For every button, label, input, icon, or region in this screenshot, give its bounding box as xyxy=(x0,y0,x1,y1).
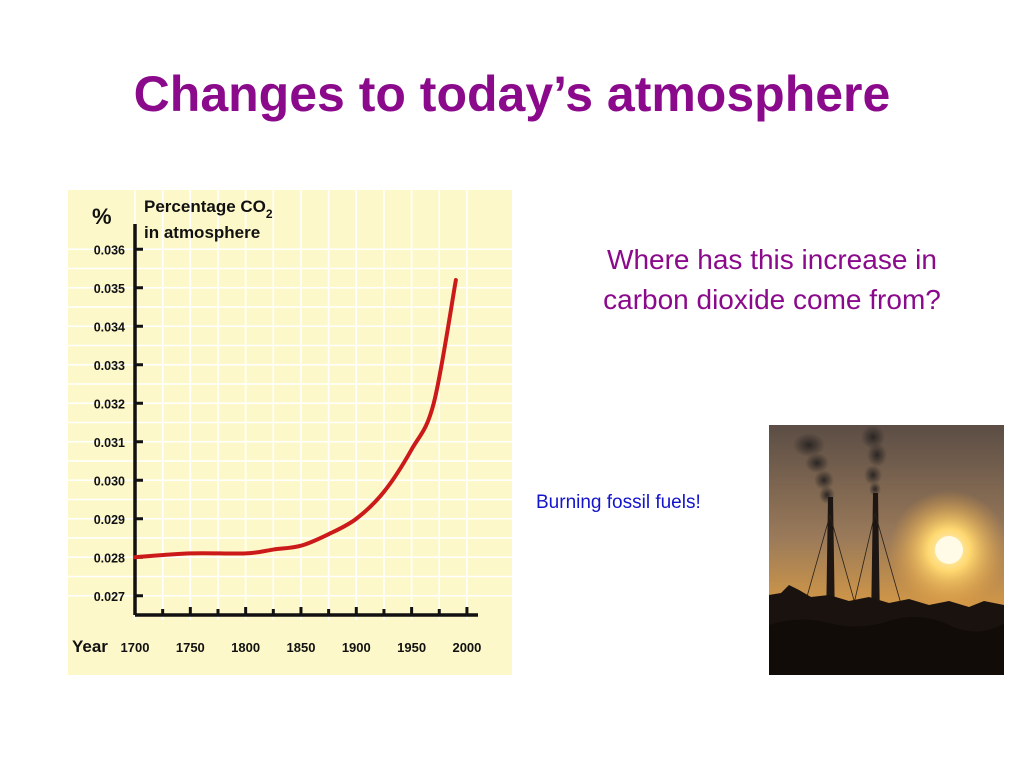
y-tick-label: 0.028 xyxy=(94,551,125,565)
slide-title: Changes to today’s atmosphere xyxy=(133,66,891,122)
y-tick-label: 0.032 xyxy=(94,397,125,411)
chart-title-line2: in atmosphere xyxy=(144,223,260,242)
chart-ticks: 0.027 0.028 0.029 0.030 0.031 0.032 0.033 0.034… xyxy=(94,243,482,655)
x-tick-label: 1700 xyxy=(121,640,150,655)
y-tick-label: 0.030 xyxy=(94,474,125,488)
chart-series xyxy=(133,278,458,560)
x-tick-label: 1900 xyxy=(342,640,371,655)
question-text: Where has this increase in carbon dioxid… xyxy=(603,244,941,315)
x-tick-label: 2000 xyxy=(452,640,481,655)
y-tick-label: 0.035 xyxy=(94,282,125,296)
y-tick-label: 0.031 xyxy=(94,436,125,450)
chart-title-line1: Percentage CO2 xyxy=(144,197,273,221)
y-unit-label: % xyxy=(92,204,112,229)
factory-chimneys-sunset-photo xyxy=(769,425,1004,675)
x-tick-label: 1850 xyxy=(287,640,316,655)
x-tick-label: 1750 xyxy=(176,640,205,655)
x-axis-label: Year xyxy=(72,637,108,656)
x-tick-label: 1800 xyxy=(231,640,260,655)
y-tick-label: 0.029 xyxy=(94,513,125,527)
co2-chart: % Percentage CO2 in atmosphere Year 0.02… xyxy=(68,190,512,675)
chart-grid xyxy=(68,190,512,620)
y-tick-label: 0.036 xyxy=(94,243,125,257)
chimney-smoke-sunset-icon xyxy=(769,425,1004,675)
co2-series-line xyxy=(133,278,458,560)
y-tick-label: 0.033 xyxy=(94,359,125,373)
co2-chart-svg: % Percentage CO2 in atmosphere Year 0.02… xyxy=(68,190,512,656)
y-tick-label: 0.034 xyxy=(94,320,125,334)
y-tick-label: 0.027 xyxy=(94,590,125,604)
x-tick-label: 1950 xyxy=(397,640,426,655)
answer-text: Burning fossil fuels! xyxy=(536,492,701,513)
